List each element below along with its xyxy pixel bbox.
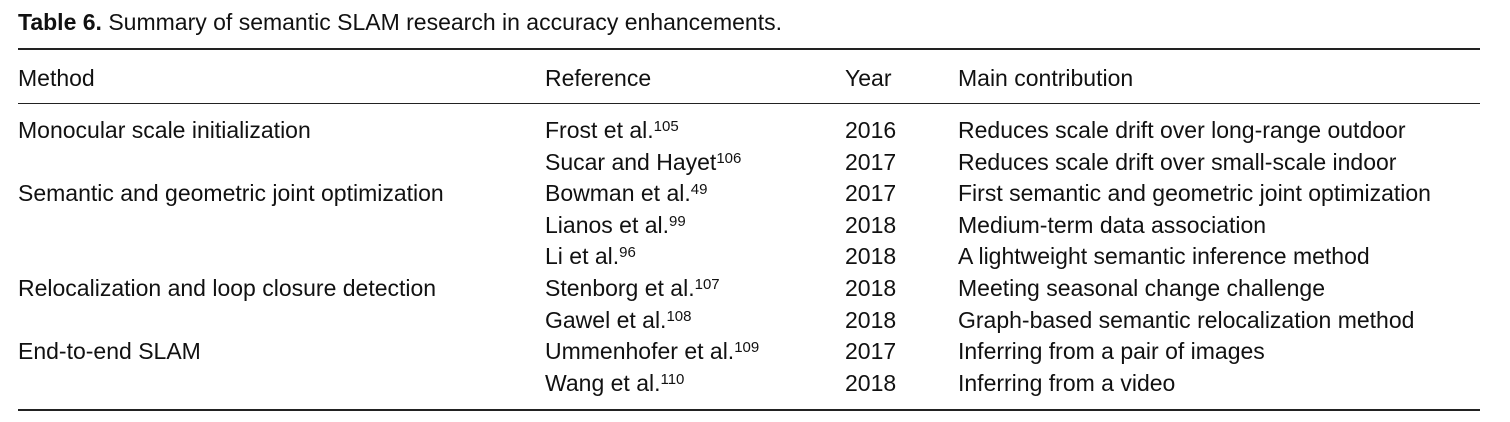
reference-cell: Stenborg et al.107	[545, 274, 720, 302]
reference-text: Bowman et al.	[545, 180, 691, 207]
citation-number: 49	[690, 181, 708, 199]
contribution-cell: Reduces scale drift over long-range outd…	[958, 117, 1406, 143]
header-cell: Method	[18, 65, 95, 91]
year-cell: 2017	[845, 338, 897, 365]
top-rule	[18, 48, 1480, 50]
citation-number: 108	[666, 307, 692, 325]
year-cell: 2018	[845, 369, 897, 396]
caption-text: Summary of semantic SLAM research in acc…	[108, 9, 782, 35]
reference-cell: Ummenhofer et al.109	[545, 337, 759, 365]
citation-number: 109	[734, 339, 760, 357]
year-cell: 2018	[845, 306, 897, 333]
reference-text: Sucar and Hayet	[545, 148, 717, 175]
caption-label: Table 6.	[18, 9, 102, 35]
reference-text: Frost et al.	[545, 117, 654, 143]
reference-text: Gawel et al.	[545, 306, 667, 333]
reference-text: Wang et al.	[545, 369, 661, 396]
contribution-cell: Reduces scale drift over small-scale ind…	[958, 148, 1397, 175]
reference-cell: Frost et al.105	[545, 116, 679, 144]
method-cell: Monocular scale initialization	[18, 117, 311, 143]
year-cell: 2018	[845, 275, 897, 301]
contribution-cell: Inferring from a pair of images	[958, 338, 1265, 365]
contribution-cell: First semantic and geometric joint optim…	[958, 180, 1431, 207]
year-cell: 2018	[845, 243, 897, 270]
year-cell: 2016	[845, 117, 897, 143]
reference-cell: Li et al.96	[545, 242, 636, 270]
reference-text: Lianos et al.	[545, 211, 670, 238]
reference-cell: Bowman et al.49	[545, 179, 707, 207]
reference-cell: Sucar and Hayet106	[545, 148, 741, 176]
citation-number: 110	[660, 370, 685, 388]
contribution-cell: Medium-term data association	[958, 211, 1267, 238]
citation-number: 96	[619, 244, 636, 262]
citation-number: 106	[716, 149, 742, 167]
reference-cell: Wang et al.110	[545, 369, 684, 397]
citation-number: 107	[694, 276, 720, 293]
citation-number: 105	[653, 118, 679, 135]
method-cell: End-to-end SLAM	[18, 338, 201, 365]
reference-cell: Lianos et al.99	[545, 211, 686, 239]
header-cell: Main contribution	[958, 65, 1134, 91]
contribution-cell: Meeting seasonal change challenge	[958, 275, 1325, 301]
year-cell: 2018	[845, 211, 897, 238]
header-rule	[18, 103, 1480, 104]
year-cell: 2017	[845, 148, 897, 175]
contribution-cell: Graph-based semantic relocalization meth…	[958, 306, 1415, 333]
year-cell: 2017	[845, 180, 897, 207]
reference-text: Ummenhofer et al.	[545, 338, 735, 365]
contribution-cell: Inferring from a video	[958, 369, 1176, 396]
method-cell: Semantic and geometric joint optimizatio…	[18, 180, 444, 207]
reference-text: Stenborg et al.	[545, 275, 695, 301]
contribution-cell: A lightweight semantic inference method	[958, 243, 1370, 270]
reference-text: Li et al.	[545, 243, 620, 270]
method-cell: Relocalization and loop closure detectio…	[18, 275, 437, 301]
bottom-rule	[18, 409, 1480, 411]
citation-number: 99	[669, 212, 686, 230]
caption: Table 6. Summary of semantic SLAM resear…	[18, 8, 782, 36]
header-cell: Reference	[545, 65, 652, 91]
reference-cell: Gawel et al.108	[545, 306, 691, 334]
header-cell: Year	[845, 65, 892, 91]
